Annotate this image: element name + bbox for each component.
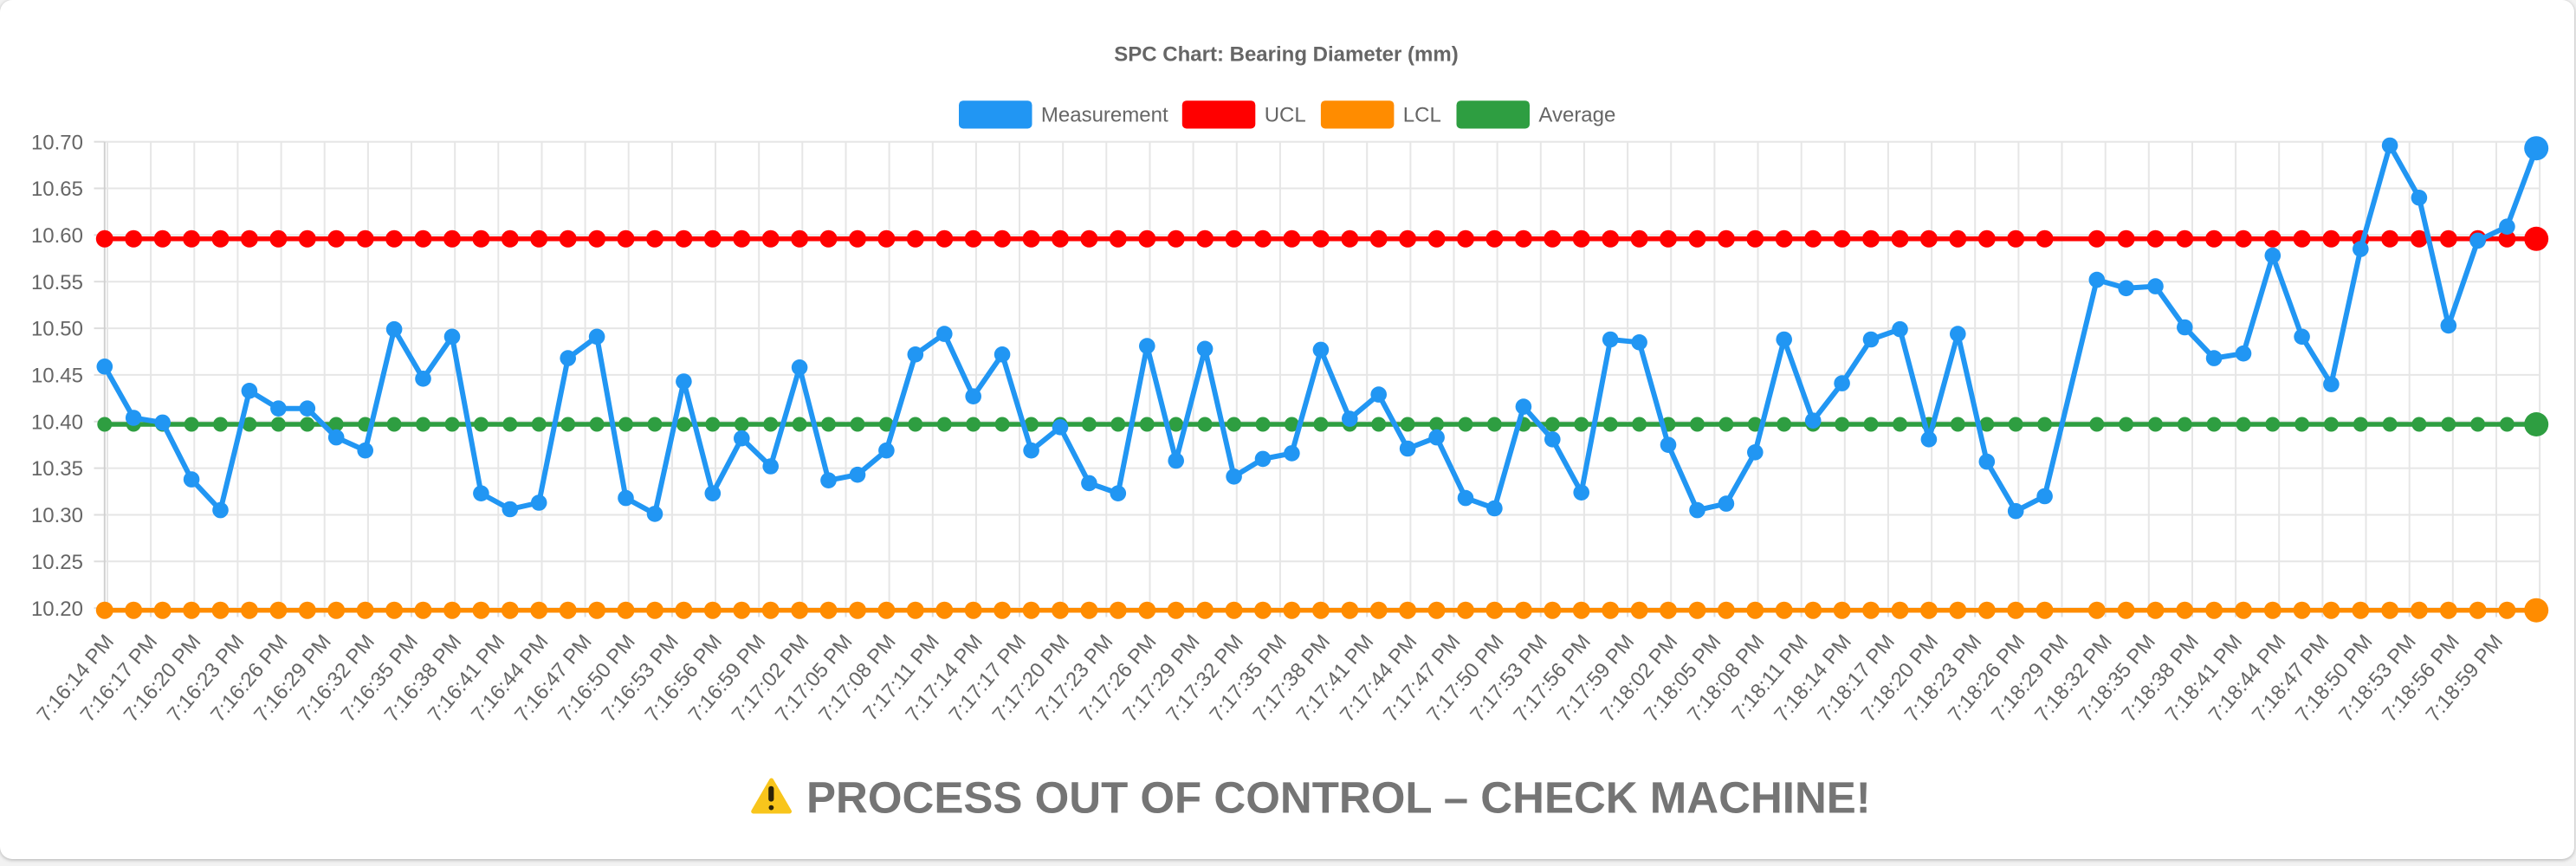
svg-text:10.55: 10.55	[31, 271, 83, 294]
svg-text:10.25: 10.25	[31, 551, 83, 574]
svg-text:10.35: 10.35	[31, 457, 83, 481]
svg-text:10.45: 10.45	[31, 365, 83, 388]
svg-text:10.40: 10.40	[31, 410, 83, 434]
svg-text:10.60: 10.60	[31, 224, 83, 248]
svg-text:10.65: 10.65	[31, 178, 83, 201]
svg-text:10.70: 10.70	[31, 131, 83, 154]
svg-text:LCL: LCL	[1403, 103, 1441, 126]
svg-text:10.20: 10.20	[31, 598, 83, 621]
svg-text:Measurement: Measurement	[1041, 103, 1168, 126]
svg-text:10.30: 10.30	[31, 504, 83, 527]
svg-text:UCL: UCL	[1265, 103, 1306, 126]
svg-text:PROCESS OUT OF CONTROL – CHECK: PROCESS OUT OF CONTROL – CHECK MACHINE!	[806, 773, 1871, 823]
svg-text:Average: Average	[1538, 103, 1615, 126]
svg-text:10.50: 10.50	[31, 318, 83, 341]
svg-text:SPC Chart: Bearing Diameter (m: SPC Chart: Bearing Diameter (mm)	[1114, 43, 1458, 67]
